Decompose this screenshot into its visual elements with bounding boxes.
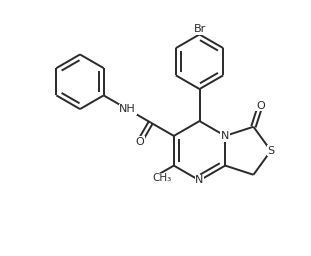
Text: NH: NH bbox=[119, 104, 136, 114]
Text: O: O bbox=[256, 101, 265, 111]
Text: O: O bbox=[135, 137, 144, 147]
Text: N: N bbox=[195, 175, 204, 185]
Text: Br: Br bbox=[193, 24, 206, 34]
Text: Br: Br bbox=[193, 24, 206, 34]
Text: N: N bbox=[221, 131, 230, 141]
Text: CH₃: CH₃ bbox=[152, 173, 171, 183]
Text: S: S bbox=[267, 146, 274, 156]
